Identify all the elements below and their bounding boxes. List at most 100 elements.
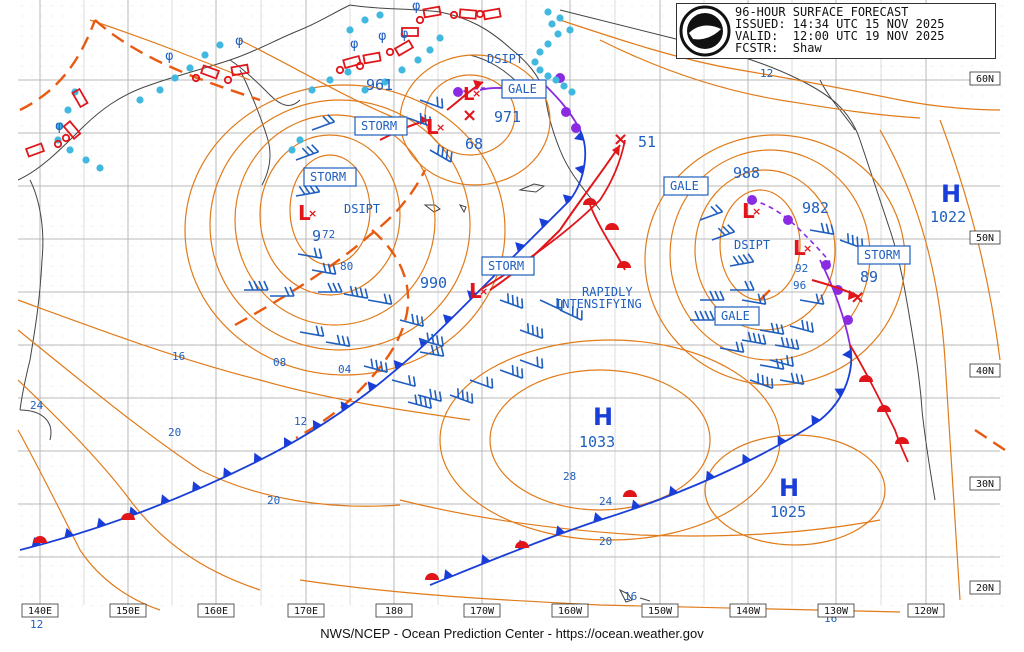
wind-barb-icon	[779, 372, 805, 385]
ice-dot	[346, 26, 354, 34]
wind-barb-icon	[749, 373, 774, 389]
wind-barb-icon	[399, 313, 424, 327]
wind-barb-icon	[809, 222, 835, 235]
warm-front-semicircle	[605, 223, 619, 230]
ice-dot	[296, 136, 304, 144]
wind-barb-icon	[407, 112, 432, 127]
ice-dot	[544, 40, 552, 48]
isobar-label: 24	[599, 495, 613, 508]
longitude-label: 180	[385, 606, 403, 617]
low-l-icon: L×	[463, 84, 481, 105]
ice-dot	[566, 26, 574, 34]
wind-barb-icon	[499, 364, 524, 379]
gale-warning-box: GALE	[714, 306, 760, 326]
ice-dot	[548, 20, 556, 28]
high-h-icon: H	[593, 403, 613, 431]
pressure-label: 9	[312, 227, 321, 245]
trough-lines	[19, 19, 1006, 451]
fog-circle-icon	[61, 133, 71, 143]
gale-warning-box: GALE	[663, 176, 709, 196]
pressure-label: 988	[733, 164, 760, 182]
fog-box-icon	[62, 120, 82, 140]
wind-barb-icon	[295, 144, 320, 161]
wind-barb-icon	[759, 322, 785, 335]
warm-front-semicircle	[583, 198, 597, 205]
fog-circle-icon	[53, 139, 63, 149]
longitude-label: 120W	[914, 606, 939, 617]
wind-barb-icon	[799, 293, 825, 305]
longitude-label-box	[551, 603, 589, 618]
wind-barb-icon	[311, 114, 336, 131]
cold-front-triangle	[253, 452, 263, 464]
low-l-icon: L×	[742, 199, 761, 223]
wind-barb-icon	[297, 247, 323, 259]
ice-dot	[66, 146, 74, 154]
cold-front-triangle	[555, 525, 566, 536]
isobar-label: 92	[795, 262, 808, 275]
longitude-label-box	[817, 603, 855, 618]
header-issued: ISSUED: 14:34 UTC 15 NOV 2025	[735, 17, 945, 31]
occluded-front-symbol	[747, 195, 757, 205]
lat-lon-grid	[18, 0, 1000, 605]
phi-symbol-icon: φ	[350, 37, 359, 52]
phi-symbol-icon: φ	[378, 29, 387, 44]
cold-front-triangle	[668, 485, 679, 496]
latitude-label-box	[969, 230, 1001, 245]
isobar-label: 28	[563, 470, 576, 483]
latitude-label-box	[969, 580, 1001, 595]
wind-barb-icon	[774, 336, 800, 350]
dsipt-label: DSIPT	[734, 238, 770, 252]
longitude-label-box	[287, 603, 325, 618]
wind-barb-icon	[419, 332, 444, 347]
wind-barb-icon	[419, 344, 445, 357]
wind-barb-icon	[469, 376, 494, 389]
warm-front-semicircle	[515, 541, 529, 548]
pressure-label: 961	[366, 76, 393, 94]
cold-front-triangle	[284, 437, 293, 448]
ice-dot	[552, 76, 560, 84]
wind-barb-icon	[417, 388, 442, 402]
wind-barbs	[244, 96, 864, 409]
longitude-label: 160W	[558, 606, 583, 617]
isobar-label: 12	[294, 415, 307, 428]
ice-dot	[344, 68, 352, 76]
wind-barb-icon	[391, 375, 416, 387]
cold-front-triangle	[562, 194, 573, 205]
longitude-label-box	[907, 603, 945, 618]
wind-barb-icon	[449, 388, 474, 404]
isobar-label: 24	[30, 399, 44, 412]
cold-front-triangle	[742, 453, 752, 465]
occluded-front-symbol	[783, 215, 793, 225]
x-marker-icon: ×	[462, 105, 477, 126]
ice-dot	[376, 11, 384, 19]
warm-front-semicircle	[877, 405, 891, 412]
wind-barb-icon	[499, 293, 524, 309]
fog-circle-icon	[223, 75, 233, 85]
longitude-labels: 140E 150E 160E 170E 180 170W 160W 150W 140W 130W 1…	[21, 603, 945, 618]
cold-front-triangle	[811, 414, 821, 426]
fog-circle-icon	[191, 73, 201, 83]
ice-dot	[381, 78, 389, 86]
cold-front-triangle	[631, 499, 641, 510]
pressure-label: 1022	[930, 208, 966, 226]
fog-box-icon	[422, 5, 442, 19]
wind-barb-icon	[519, 356, 544, 369]
warm-front-semicircle	[33, 536, 47, 543]
longitude-label-box	[375, 603, 413, 618]
fog-box-icon	[230, 63, 250, 77]
wind-barb-icon	[759, 358, 785, 370]
longitude-label: 160E	[204, 606, 228, 617]
longitude-label: 140W	[736, 606, 761, 617]
ice-dot	[536, 48, 544, 56]
cold-front-triangle	[443, 569, 454, 580]
latitude-label-box	[969, 71, 1001, 86]
pressure-label: 990	[420, 274, 447, 292]
ice-dot	[361, 86, 369, 94]
wind-barb-icon	[519, 323, 544, 339]
longitude-label-box	[21, 603, 59, 618]
longitude-label: 130W	[824, 606, 849, 617]
ice-dot	[436, 34, 444, 42]
isobar-label: 16	[624, 590, 637, 603]
cold-front-triangle	[705, 470, 716, 481]
wind-barb-icon	[270, 286, 295, 297]
